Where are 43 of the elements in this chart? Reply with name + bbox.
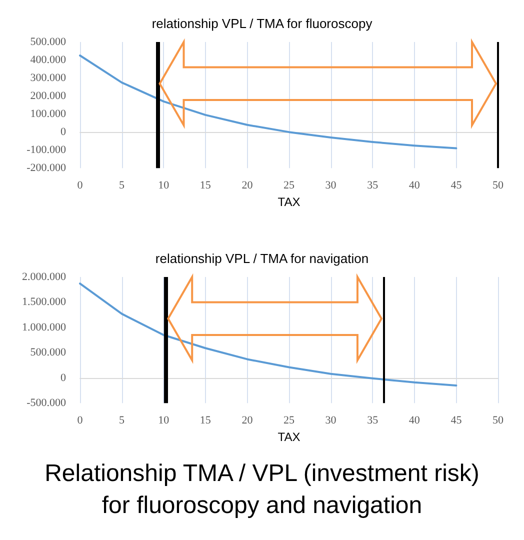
x-tick-label: 30 [325, 414, 337, 427]
x-tick-label: 5 [119, 180, 126, 192]
x-tick-label: 20 [242, 180, 254, 192]
x-tick-label: 40 [408, 414, 420, 427]
y-tick-label: -100.000 [26, 144, 66, 156]
chart-title: relationship VPL / TMA for navigation [155, 251, 369, 266]
y-tick-label: 0 [60, 372, 66, 384]
line-series [79, 282, 458, 386]
y-tick-label: -500.000 [26, 397, 66, 410]
text: Relationship TMA / VPL (investment risk) for fluoroscopy and navigation [44, 459, 480, 521]
x-tick-label: 0 [77, 180, 84, 192]
x-tick-label: 50 [492, 180, 504, 192]
x-tick-label: 40 [408, 180, 420, 192]
x-tick-label: 10 [158, 180, 170, 192]
y-tick-label: 400.000 [30, 54, 66, 66]
x-tick-label: 0 [77, 414, 84, 427]
x-axis-title: TAX [278, 430, 300, 444]
y-tick-label: 2.000.000 [22, 271, 66, 283]
x-tick-label: 45 [450, 414, 462, 427]
y-tick-label: -200.000 [26, 162, 66, 174]
x-tick-label: 25 [284, 414, 295, 427]
y-tick-label: 0 [60, 126, 66, 138]
y-tick-label: 1.500.000 [22, 296, 66, 308]
y-tick-label: 300.000 [30, 72, 66, 84]
x-tick-label: 5 [119, 414, 126, 427]
x-tick-label: 50 [492, 414, 504, 427]
x-tick-label: 10 [158, 414, 170, 427]
x-tick-label: 35 [367, 180, 379, 192]
y-tick-label: 200.000 [30, 90, 66, 102]
x-tick-label: 30 [325, 180, 337, 192]
x-tick-label: 15 [200, 414, 212, 427]
y-tick-label: 500.000 [30, 346, 66, 359]
chart-title: relationship VPL / TMA for fluoroscopy [152, 16, 373, 31]
line-series [79, 54, 458, 150]
x-tick-label: 35 [367, 414, 379, 427]
y-tick-label: 100.000 [30, 108, 66, 120]
x-tick-label: 15 [200, 180, 212, 192]
y-tick-label: 1.000.000 [22, 321, 66, 334]
x-axis-title: TAX [278, 195, 300, 209]
x-tick-label: 45 [450, 180, 462, 192]
x-tick-label: 20 [242, 414, 254, 427]
y-tick-label: 500.000 [30, 36, 66, 48]
x-tick-label: 25 [284, 180, 295, 192]
